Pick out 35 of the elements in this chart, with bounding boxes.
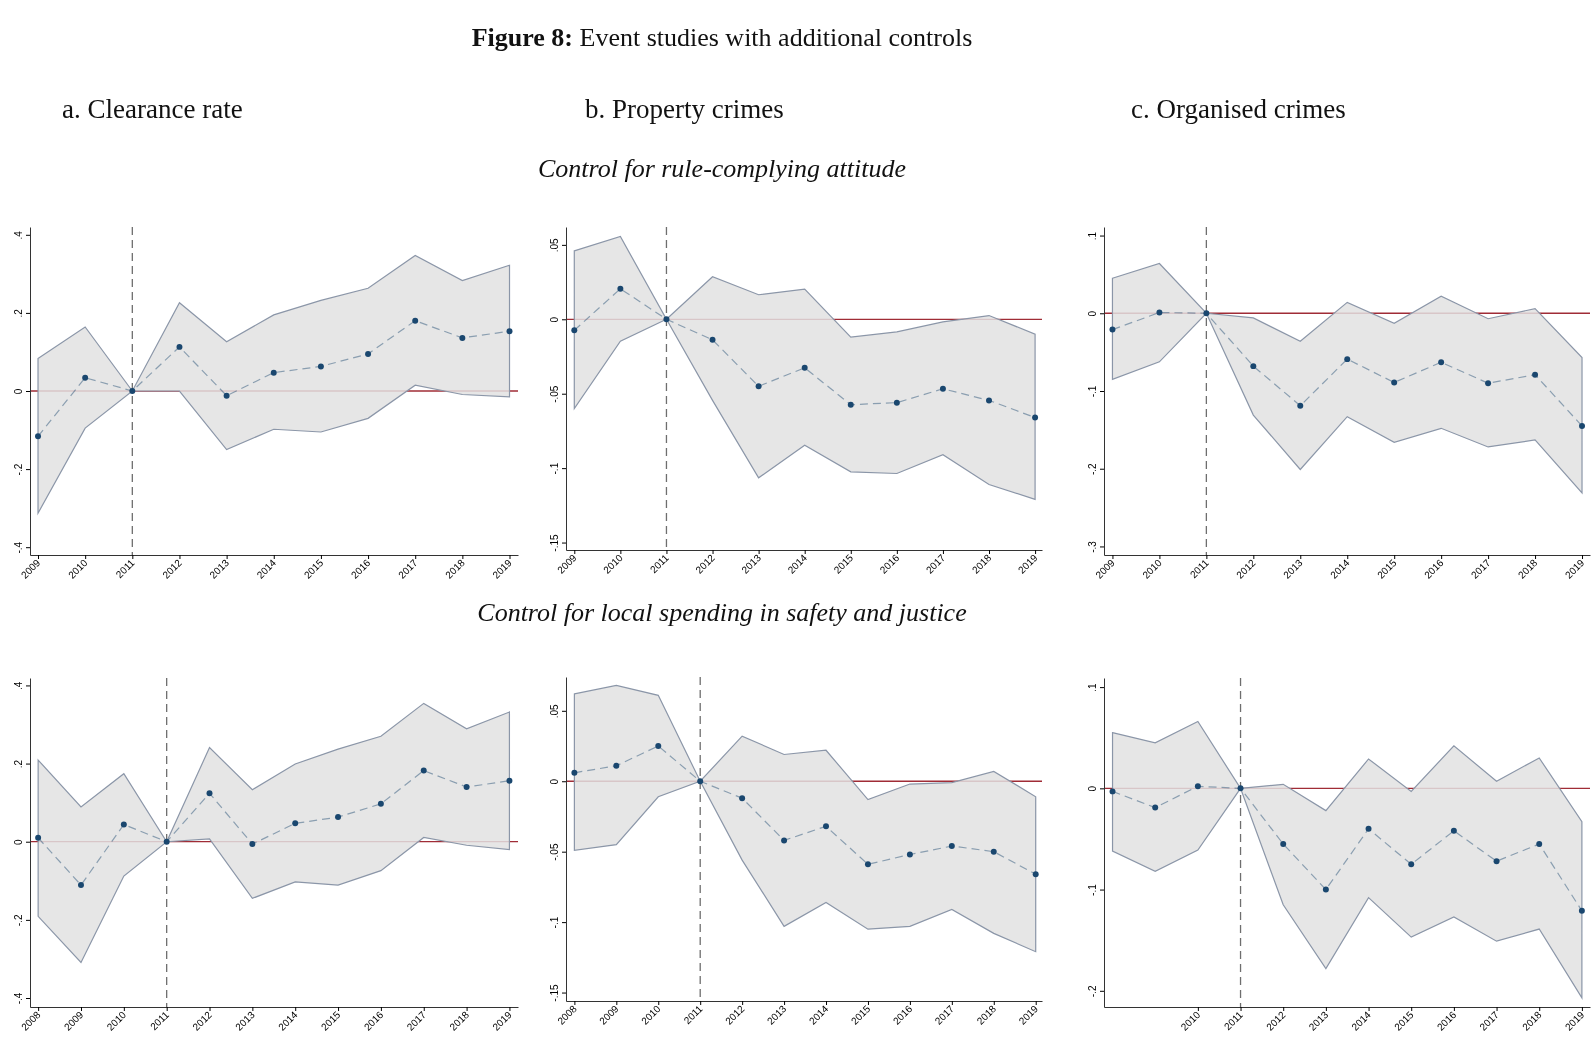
y-tick-label: .4 bbox=[13, 681, 24, 691]
y-tick-label: -.2 bbox=[13, 463, 24, 476]
y-tick-label: -.1 bbox=[549, 462, 560, 475]
y-tick-label: .1 bbox=[1087, 683, 1098, 692]
y-tick-label: .1 bbox=[1087, 231, 1098, 241]
y-tick-label: -.1 bbox=[1087, 385, 1098, 398]
y-tick-label: .05 bbox=[549, 237, 560, 253]
text: Control for rule-complying attitude bbox=[537, 154, 907, 183]
chart-title: a. Clearance rate bbox=[62, 94, 243, 124]
y-tick-label: 0 bbox=[1087, 785, 1098, 792]
y-tick-label: -.1 bbox=[549, 916, 560, 929]
caption: Figure 8: Event studies with additional controls bbox=[471, 23, 973, 52]
y-tick-label: -.2 bbox=[1087, 985, 1098, 998]
y-tick-label: 0 bbox=[13, 839, 24, 845]
y-tick-label: 0 bbox=[549, 316, 560, 323]
y-tick-label: -.2 bbox=[1087, 462, 1098, 476]
y-tick-label: -.1 bbox=[1087, 883, 1098, 896]
y-tick-label: -.2 bbox=[13, 914, 24, 927]
y-tick-label: .4 bbox=[13, 230, 24, 240]
y-tick-label: -.3 bbox=[1087, 540, 1098, 553]
y-tick-label: -.15 bbox=[549, 984, 560, 1002]
y-tick-label: .2 bbox=[13, 759, 24, 769]
y-tick-label: -.05 bbox=[549, 385, 560, 403]
y-tick-label: -.4 bbox=[13, 541, 24, 554]
chart-title: c. Organised crimes bbox=[1131, 94, 1346, 124]
y-tick-label: .2 bbox=[13, 308, 24, 318]
y-tick-label: -.15 bbox=[549, 534, 560, 552]
text: Control for local spending in safety and justice bbox=[477, 598, 967, 627]
y-tick-label: 0 bbox=[13, 388, 24, 395]
y-tick-label: 0 bbox=[549, 778, 560, 785]
chart-title: b. Property crimes bbox=[585, 94, 784, 124]
y-tick-label: 0 bbox=[1087, 310, 1098, 317]
y-tick-label: -.4 bbox=[13, 992, 24, 1005]
y-tick-label: -.05 bbox=[549, 843, 560, 861]
y-tick-label: .05 bbox=[549, 703, 560, 719]
